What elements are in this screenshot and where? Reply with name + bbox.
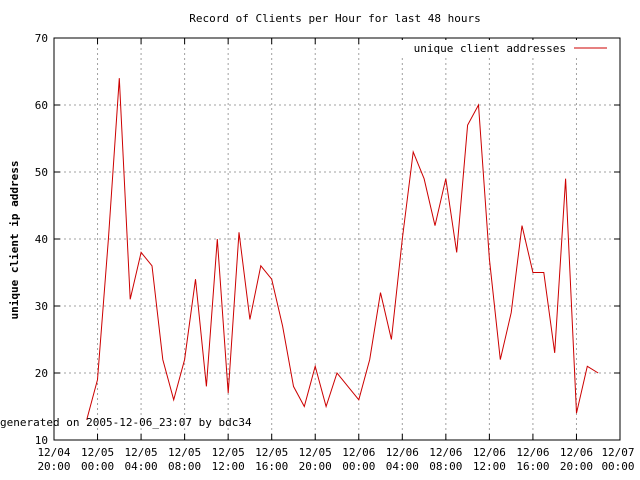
- data-point: [368, 358, 370, 360]
- data-point: [543, 271, 545, 273]
- y-tick-label: 70: [35, 32, 48, 45]
- x-tick-label-date: 12/06: [386, 446, 419, 459]
- x-tick-label-time: 00:00: [601, 460, 634, 473]
- data-point: [597, 372, 599, 374]
- x-tick-label-date: 12/06: [560, 446, 593, 459]
- data-point: [303, 405, 305, 407]
- x-tick-label-date: 12/05: [299, 446, 332, 459]
- data-point: [499, 358, 501, 360]
- data-point: [194, 278, 196, 280]
- data-point: [173, 399, 175, 401]
- x-tick-label-time: 00:00: [81, 460, 114, 473]
- data-point: [260, 265, 262, 267]
- data-point: [456, 251, 458, 253]
- x-tick-label-date: 12/04: [37, 446, 70, 459]
- data-point: [249, 318, 251, 320]
- data-point: [270, 278, 272, 280]
- axis-ticks: 1020304050607012/0420:0012/0500:0012/050…: [35, 32, 635, 473]
- data-point: [358, 399, 360, 401]
- data-point: [423, 178, 425, 180]
- x-tick-label-date: 12/06: [342, 446, 375, 459]
- data-point: [575, 412, 577, 414]
- data-point: [107, 238, 109, 240]
- data-point: [510, 312, 512, 314]
- data-point: [314, 365, 316, 367]
- data-point: [140, 251, 142, 253]
- x-tick-label-date: 12/05: [212, 446, 245, 459]
- data-point: [390, 338, 392, 340]
- data-point: [401, 238, 403, 240]
- x-tick-label-time: 08:00: [429, 460, 462, 473]
- footer-note: generated on 2005-12-06_23:07 by bdc34: [0, 416, 252, 429]
- x-tick-label-time: 00:00: [342, 460, 375, 473]
- data-point: [532, 271, 534, 273]
- data-point: [564, 178, 566, 180]
- x-tick-label-date: 12/05: [255, 446, 288, 459]
- x-tick-label-time: 04:00: [386, 460, 419, 473]
- series-line: [86, 78, 599, 421]
- x-tick-label-time: 16:00: [516, 460, 549, 473]
- data-point: [325, 405, 327, 407]
- data-point: [162, 358, 164, 360]
- x-tick-label-date: 12/05: [125, 446, 158, 459]
- y-tick-label: 10: [35, 434, 48, 447]
- x-tick-label-time: 16:00: [255, 460, 288, 473]
- data-point: [347, 385, 349, 387]
- chart-title: Record of Clients per Hour for last 48 h…: [189, 12, 480, 25]
- data-point: [412, 151, 414, 153]
- legend-label: unique client addresses: [414, 42, 566, 55]
- data-point: [434, 224, 436, 226]
- x-tick-label-time: 20:00: [37, 460, 70, 473]
- x-tick-label-date: 12/07: [601, 446, 634, 459]
- y-tick-label: 50: [35, 166, 48, 179]
- data-point: [336, 372, 338, 374]
- data-point: [466, 124, 468, 126]
- x-tick-label-time: 08:00: [168, 460, 201, 473]
- data-point: [205, 385, 207, 387]
- legend-background: [400, 40, 614, 58]
- data-point: [586, 365, 588, 367]
- y-tick-label: 60: [35, 99, 48, 112]
- data-point: [96, 379, 98, 381]
- y-axis-label: unique client ip address: [8, 161, 21, 320]
- data-point: [553, 352, 555, 354]
- data-point: [488, 258, 490, 260]
- data-point: [379, 291, 381, 293]
- x-tick-label-time: 20:00: [299, 460, 332, 473]
- x-tick-label-time: 12:00: [473, 460, 506, 473]
- data-point: [445, 178, 447, 180]
- y-tick-label: 30: [35, 300, 48, 313]
- x-tick-label-time: 12:00: [212, 460, 245, 473]
- data-point: [227, 392, 229, 394]
- data-point: [183, 358, 185, 360]
- data-point: [151, 265, 153, 267]
- data-point: [216, 238, 218, 240]
- series-layer: [86, 77, 599, 421]
- y-tick-label: 20: [35, 367, 48, 380]
- x-tick-label-date: 12/06: [473, 446, 506, 459]
- data-point: [118, 77, 120, 79]
- data-point: [129, 298, 131, 300]
- data-point: [292, 385, 294, 387]
- data-point: [521, 224, 523, 226]
- x-tick-label-date: 12/06: [516, 446, 549, 459]
- x-tick-label-time: 04:00: [125, 460, 158, 473]
- legend: unique client addresses: [400, 40, 614, 58]
- x-tick-label-date: 12/06: [429, 446, 462, 459]
- grid: [54, 38, 620, 440]
- y-tick-label: 40: [35, 233, 48, 246]
- data-point: [477, 104, 479, 106]
- x-tick-label-date: 12/05: [168, 446, 201, 459]
- data-point: [281, 325, 283, 327]
- x-tick-label-time: 20:00: [560, 460, 593, 473]
- x-tick-label-date: 12/05: [81, 446, 114, 459]
- data-point: [238, 231, 240, 233]
